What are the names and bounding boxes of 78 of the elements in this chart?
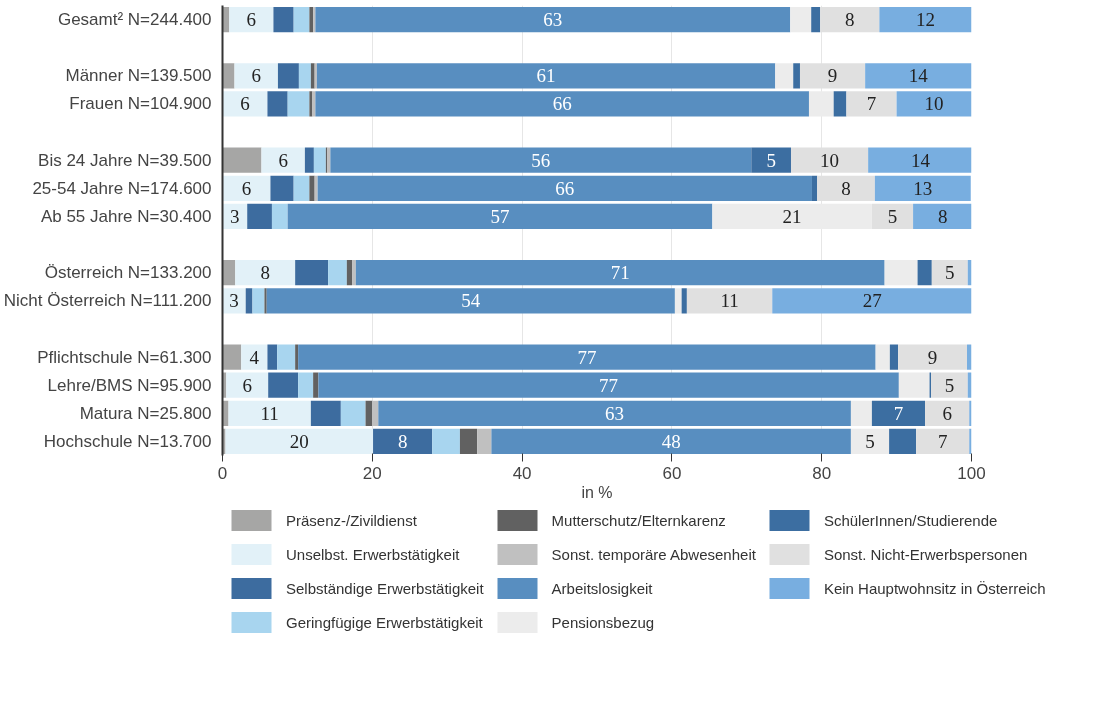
- data-label: 13: [913, 177, 933, 199]
- data-label: 63: [543, 9, 563, 31]
- data-label: 5: [945, 262, 955, 284]
- data-label: 66: [552, 93, 572, 115]
- y-tick-label: Lehre/BMS N=95.900: [47, 375, 212, 395]
- legend-label: Mutterschutz/Elternkarenz: [551, 511, 726, 529]
- x-tick-label: 0: [217, 463, 228, 483]
- data-label: 10: [820, 149, 840, 171]
- data-label: 12: [915, 9, 935, 31]
- data-label: 5: [766, 149, 776, 171]
- data-label: 6: [246, 9, 257, 31]
- data-label: 8: [841, 177, 851, 199]
- data-label: 8: [845, 9, 855, 31]
- data-label: 6: [942, 402, 952, 424]
- x-tick-label: 60: [662, 463, 682, 483]
- data-label: 5: [865, 430, 875, 452]
- x-tick-label: 100: [957, 463, 986, 483]
- data-label: 4: [249, 346, 260, 368]
- y-tick-label: Gesamt² N=244.400: [57, 10, 212, 30]
- data-label: 54: [461, 290, 481, 312]
- data-label: 3: [229, 290, 239, 312]
- data-label: 9: [927, 346, 938, 368]
- data-label: 48: [661, 430, 681, 452]
- data-label: 77: [577, 346, 597, 368]
- data-label: 7: [866, 93, 877, 115]
- data-label: 14: [911, 149, 931, 171]
- data-label: 5: [887, 205, 898, 227]
- data-label: 61: [536, 65, 556, 87]
- data-label: 14: [908, 65, 929, 87]
- y-tick-label: Pflichtschule N=61.300: [37, 347, 212, 367]
- data-label: 8: [260, 262, 270, 284]
- data-label: 6: [242, 374, 252, 396]
- legend-label: Unselbst. Erwerbstätigkeit: [286, 545, 460, 563]
- data-label: 6: [241, 177, 252, 199]
- y-tick-label: Ab 55 Jahre N=30.400: [40, 206, 212, 226]
- data-label: 8: [397, 430, 408, 452]
- legend-label: Präsenz-/Zivildienst: [286, 511, 417, 529]
- data-label: 63: [605, 402, 625, 424]
- data-label: 66: [555, 177, 575, 199]
- data-label: 57: [490, 205, 510, 227]
- legend-label: SchülerInnen/Studierende: [823, 511, 998, 529]
- y-tick-label: 25-54 Jahre N=174.600: [32, 178, 212, 198]
- data-label: 10: [924, 93, 944, 115]
- data-label: 8: [937, 205, 948, 227]
- x-tick-label: 20: [362, 463, 382, 483]
- y-tick-label: Frauen N=104.900: [69, 94, 212, 114]
- data-label: 71: [610, 262, 630, 284]
- data-label: 11: [720, 290, 739, 312]
- x-tick-label: 40: [512, 463, 532, 483]
- data-label: 3: [230, 205, 240, 227]
- data-label: 11: [260, 402, 279, 424]
- legend-label: Sonst. Nicht-Erwerbspersonen: [823, 545, 1028, 563]
- y-tick-label: Hochschule N=13.700: [43, 431, 212, 451]
- y-tick-label: Männer N=139.500: [65, 66, 212, 86]
- data-label: 6: [251, 65, 261, 87]
- data-label: 6: [240, 93, 250, 115]
- y-tick-label: Nicht Österreich N=111.200: [3, 291, 212, 311]
- data-label: 27: [862, 290, 882, 312]
- data-label: 56: [531, 149, 551, 171]
- y-tick-label: Österreich N=133.200: [44, 263, 212, 283]
- legend-label: Geringfügige Erwerbstätigkeit: [286, 613, 483, 631]
- y-tick-label: Bis 24 Jahre N=39.500: [38, 150, 212, 170]
- legend-label: Pensionsbezug: [551, 613, 655, 631]
- y-tick-label: Matura N=25.800: [79, 403, 212, 423]
- data-label: 9: [827, 65, 838, 87]
- data-label: 6: [278, 149, 288, 171]
- data-label: 20: [289, 430, 309, 452]
- data-label: 5: [944, 374, 955, 396]
- legend-label: Selbständige Erwerbstätigkeit: [286, 579, 484, 597]
- legend-label: Arbeitslosigkeit: [551, 579, 653, 597]
- legend-label: Kein Hauptwohnsitz in Österreich: [823, 579, 1046, 597]
- x-axis-title: in %: [581, 483, 613, 501]
- data-label: 21: [782, 205, 802, 227]
- data-label: 77: [599, 374, 619, 396]
- data-label: 7: [893, 402, 904, 424]
- x-tick-label: 80: [812, 463, 832, 483]
- legend-label: Sonst. temporäre Abwesenheit: [551, 545, 756, 563]
- data-label: 7: [937, 430, 948, 452]
